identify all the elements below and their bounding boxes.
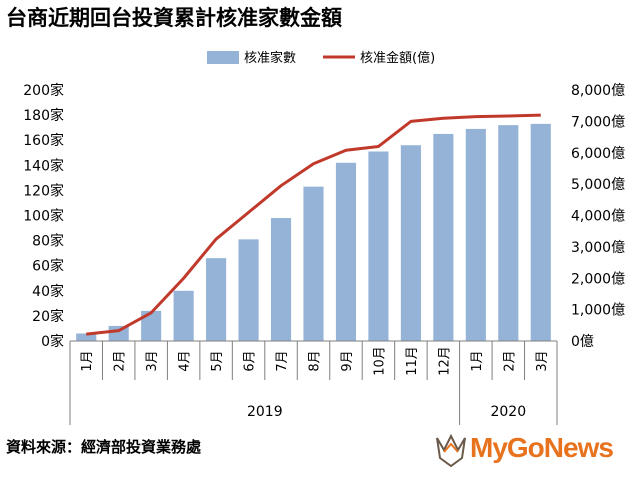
bar bbox=[76, 333, 97, 341]
x-tick-label: 12月 bbox=[437, 346, 452, 376]
right-tick-label: 5,000億 bbox=[571, 177, 625, 193]
legend-bar-swatch bbox=[207, 51, 239, 64]
x-tick-label: 7月 bbox=[275, 350, 290, 371]
x-tick-label: 8月 bbox=[308, 350, 323, 371]
right-tick-label: 4,000億 bbox=[571, 209, 625, 225]
x-tick-label: 1月 bbox=[80, 350, 95, 371]
line-series bbox=[86, 113, 541, 336]
bar bbox=[270, 218, 292, 341]
bar bbox=[238, 239, 259, 341]
left-axis: 0家 20家 40家 60家 80家 100家 120家 140家 160家 180家 200家 bbox=[23, 82, 64, 350]
combo-chart: 核准家數 核准金額(億) 0家 20家 40家 60家 80家 100家 120家 140家 1… bbox=[23, 50, 625, 425]
x-tick-label: 3月 bbox=[535, 350, 550, 371]
bar-series bbox=[76, 123, 551, 341]
x-tick-label: 2月 bbox=[113, 350, 128, 371]
chart-title: 台商近期回台投資累計核准家數金額 bbox=[6, 6, 342, 30]
legend-line-label: 核准金額(億) bbox=[360, 50, 435, 66]
right-tick-label: 8,000億 bbox=[571, 83, 625, 99]
bar bbox=[206, 258, 227, 341]
left-tick-label: 160家 bbox=[23, 132, 64, 149]
year-label: 2020 bbox=[490, 404, 526, 420]
right-tick-label: 3,000億 bbox=[571, 240, 625, 256]
x-tick-label: 10月 bbox=[372, 346, 387, 376]
left-tick-label: 0家 bbox=[41, 333, 64, 350]
left-tick-label: 20家 bbox=[32, 308, 64, 325]
x-tick-label: 11月 bbox=[405, 346, 420, 376]
year-label: 2019 bbox=[247, 404, 283, 420]
left-tick-label: 180家 bbox=[23, 107, 64, 124]
amount-line bbox=[86, 113, 541, 336]
x-tick-label: 6月 bbox=[243, 350, 258, 371]
bar bbox=[173, 290, 194, 341]
x-tick-label: 3月 bbox=[145, 350, 160, 371]
brand-logo: MyGoNews bbox=[434, 430, 634, 470]
bar bbox=[400, 145, 421, 341]
legend-bar-label: 核准家數 bbox=[244, 50, 296, 66]
bar bbox=[498, 125, 519, 341]
left-tick-label: 120家 bbox=[23, 182, 64, 199]
bar bbox=[368, 151, 389, 341]
bar bbox=[465, 128, 486, 341]
left-tick-label: 60家 bbox=[32, 258, 64, 275]
right-tick-label: 7,000億 bbox=[571, 114, 625, 130]
left-tick-label: 40家 bbox=[32, 283, 64, 300]
x-tick-label: 5月 bbox=[210, 350, 225, 371]
left-tick-label: 140家 bbox=[23, 157, 64, 174]
bar bbox=[433, 133, 454, 341]
logo-text: MyGoNews bbox=[470, 432, 614, 463]
left-tick-label: 200家 bbox=[23, 82, 64, 99]
right-tick-label: 0億 bbox=[571, 334, 594, 350]
bar bbox=[335, 162, 357, 341]
bar bbox=[530, 123, 551, 341]
source-note: 資料來源：經濟部投資業務處 bbox=[6, 438, 202, 456]
x-tick-label: 2月 bbox=[502, 350, 517, 371]
left-tick-label: 80家 bbox=[32, 233, 64, 250]
left-tick-label: 100家 bbox=[23, 208, 64, 225]
x-tick-label: 1月 bbox=[470, 350, 485, 371]
right-tick-label: 2,000億 bbox=[571, 271, 625, 287]
legend: 核准家數 核准金額(億) bbox=[207, 50, 435, 66]
x-tick-label: 9月 bbox=[340, 350, 355, 371]
x-tick-label: 4月 bbox=[178, 350, 193, 371]
right-tick-label: 1,000億 bbox=[571, 303, 625, 319]
eagle-logo-icon bbox=[436, 433, 466, 468]
right-axis: 0億 1,000億 2,000億 3,000億 4,000億 5,000億 6,000億 7,… bbox=[571, 83, 625, 350]
right-tick-label: 6,000億 bbox=[571, 146, 625, 162]
x-axis: 1月 2月 3月 4月 5月 6月 7月 8月 9月 10月 11月 12月 1月 2月 3月 2019 202… bbox=[69, 340, 558, 425]
bar bbox=[141, 310, 162, 341]
bar bbox=[303, 186, 324, 341]
